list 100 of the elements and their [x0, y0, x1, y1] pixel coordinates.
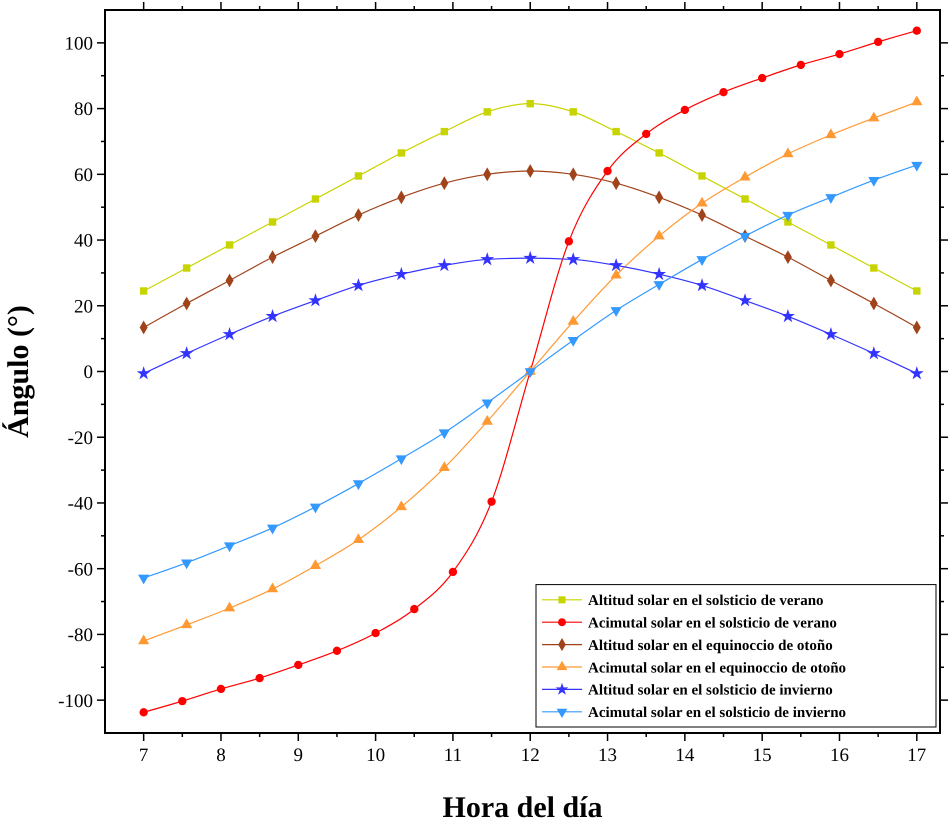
point [178, 696, 186, 706]
x-tick-label: 10 [366, 745, 386, 766]
legend-label: Acimutal solar en el equinoccio de otoño [588, 660, 846, 676]
point [642, 130, 650, 138]
point [398, 149, 406, 157]
point [652, 266, 666, 280]
x-tick-label: 7 [138, 745, 148, 766]
point [410, 604, 418, 614]
point [310, 559, 322, 569]
point [653, 230, 665, 240]
y-tick-label: 20 [74, 296, 93, 318]
point [835, 50, 844, 58]
point [332, 646, 342, 656]
legend-label: Acimutal solar en el solsticio de verano [588, 615, 837, 632]
point [758, 74, 766, 82]
point [371, 628, 380, 638]
point [487, 497, 496, 506]
point [484, 108, 491, 116]
point [222, 327, 237, 340]
point [696, 196, 708, 206]
point [655, 149, 663, 157]
point [874, 38, 882, 46]
point [610, 268, 622, 278]
x-tick-label: 11 [444, 745, 462, 766]
point [570, 108, 577, 116]
point [910, 366, 924, 380]
legend-label: Acimutal solar en el solsticio de invierno [588, 705, 846, 722]
point [351, 278, 366, 292]
point [780, 308, 795, 322]
y-tick-label: -60 [68, 559, 93, 580]
point [912, 26, 921, 35]
legend-label: Altitud solar en el equinoccio de otoño [588, 638, 833, 654]
legend-label: Altitud solar en el solsticio de verano [588, 593, 824, 610]
x-tick-label: 8 [216, 745, 226, 766]
point [738, 293, 752, 306]
y-tick-label: -100 [58, 690, 93, 712]
point [568, 315, 579, 325]
x-tick-label: 13 [598, 745, 618, 766]
y-tick-label: -40 [68, 494, 93, 515]
y-tick-label: 0 [84, 362, 93, 384]
point [523, 250, 538, 264]
point [352, 533, 364, 544]
point [255, 674, 264, 682]
point [138, 634, 150, 644]
point [294, 660, 302, 670]
point [312, 195, 320, 203]
legend-label: Altitud solar en el solsticio de invierno [588, 682, 833, 699]
point [181, 618, 192, 628]
x-tick-label: 17 [907, 745, 926, 766]
point [911, 96, 922, 106]
point [482, 414, 493, 425]
point [680, 106, 690, 114]
y-tick-label: 40 [74, 230, 93, 252]
y-axis-title: Ángulo (°) [2, 305, 35, 438]
point [564, 237, 574, 246]
point [438, 461, 450, 472]
y-tick-label: -80 [68, 625, 93, 646]
x-tick-label: 9 [294, 745, 304, 766]
point [139, 708, 148, 716]
point [825, 128, 837, 138]
point [913, 287, 921, 295]
point [603, 166, 612, 176]
point [796, 60, 806, 70]
y-tick-label: 60 [74, 164, 93, 186]
point [827, 241, 835, 249]
x-axis-title: Hora del día [442, 791, 603, 824]
point [224, 602, 236, 612]
point [868, 112, 880, 122]
y-tick-label: -20 [68, 428, 93, 449]
point [566, 252, 580, 266]
point [480, 252, 494, 266]
x-tick-label: 15 [752, 745, 772, 766]
point [266, 582, 278, 592]
point [612, 128, 620, 136]
point [448, 568, 458, 576]
point [782, 147, 794, 158]
point [140, 287, 148, 295]
y-tick-label: 80 [74, 99, 93, 120]
point [437, 258, 452, 272]
point [609, 258, 624, 272]
point [695, 278, 709, 292]
point [866, 346, 881, 360]
point [354, 172, 362, 180]
point [266, 308, 280, 322]
point [396, 500, 407, 510]
point [440, 128, 448, 136]
point [394, 266, 408, 280]
point [136, 366, 151, 380]
point [870, 264, 878, 272]
point [226, 241, 234, 249]
point [180, 346, 194, 360]
x-tick-label: 12 [520, 745, 540, 766]
point [719, 88, 728, 96]
point [824, 327, 838, 340]
y-tick-label: 100 [64, 34, 93, 55]
point [216, 684, 226, 694]
point [526, 100, 534, 108]
point [308, 293, 322, 306]
x-tick-label: 16 [830, 745, 849, 766]
point [182, 264, 190, 272]
